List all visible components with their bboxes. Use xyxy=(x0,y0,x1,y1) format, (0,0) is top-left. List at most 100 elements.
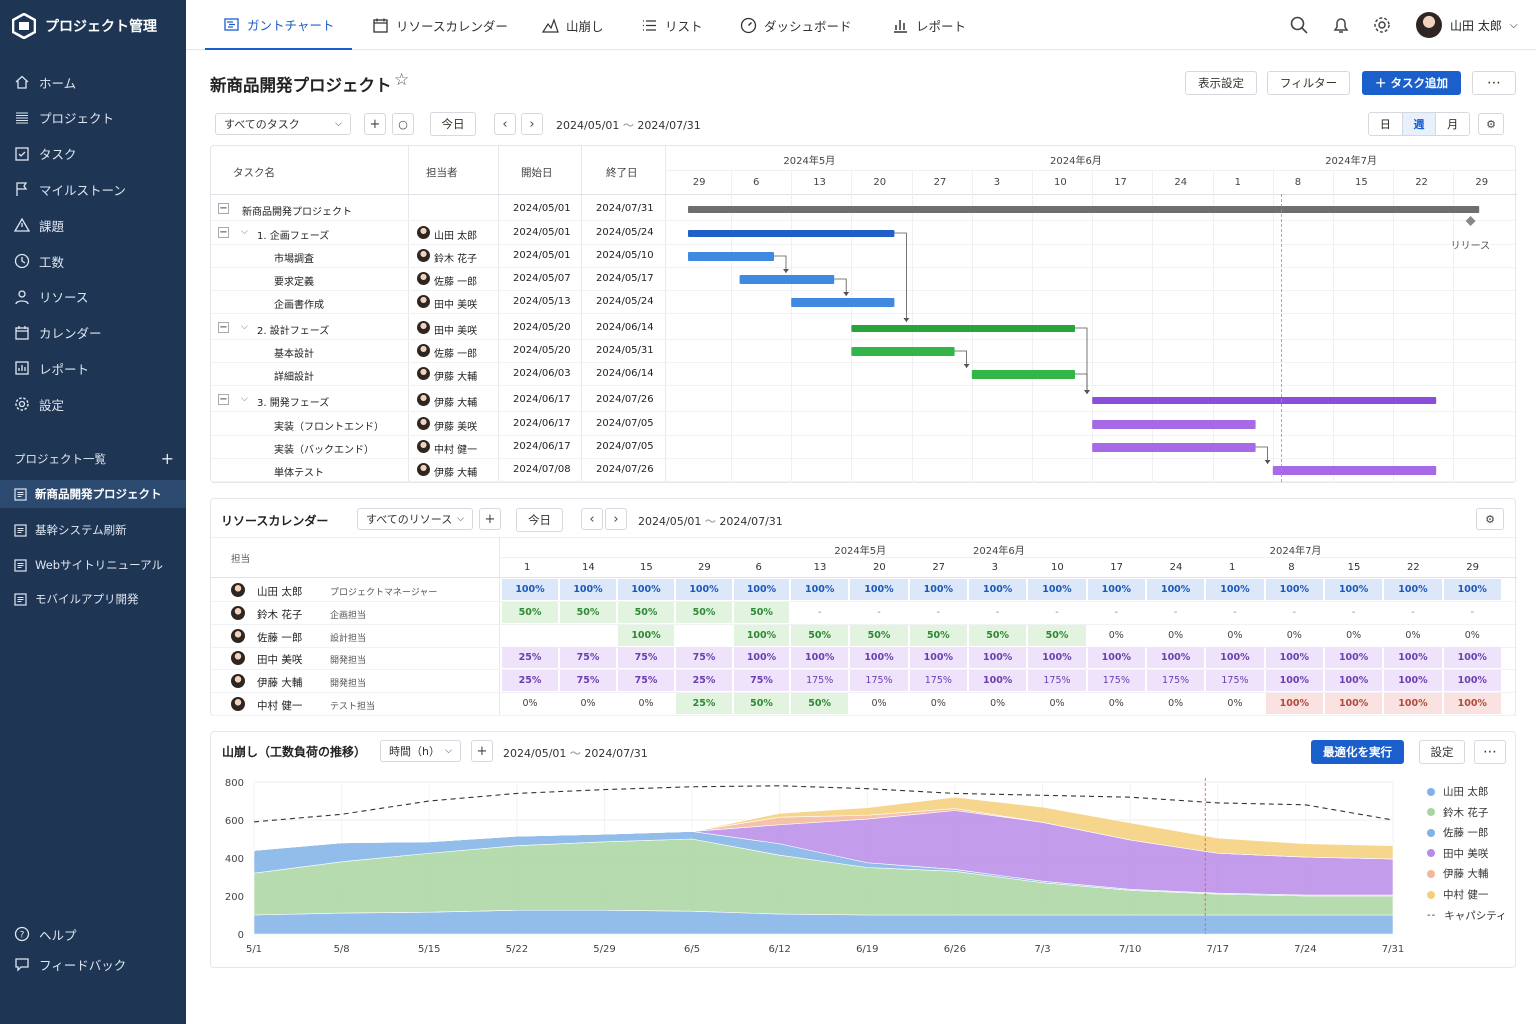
resource-cell[interactable]: 100% xyxy=(1443,670,1501,692)
resource-cell[interactable]: 75% xyxy=(618,670,674,692)
resource-cell[interactable]: 0% xyxy=(580,698,596,709)
sidebar-item-1[interactable]: プロジェクト xyxy=(14,106,114,130)
legend-item[interactable]: 鈴木 花子 xyxy=(1427,805,1488,820)
resource-cell[interactable]: 100% xyxy=(1324,647,1383,669)
resource-cell[interactable]: 50% xyxy=(909,624,967,646)
chevron-down-icon[interactable]: ⌵ xyxy=(241,394,248,404)
resource-cell[interactable]: 175% xyxy=(1028,670,1086,692)
resource-cell[interactable]: 175% xyxy=(791,670,849,692)
resource-cell[interactable]: - xyxy=(1233,606,1237,618)
resource-cell[interactable]: 100% xyxy=(791,647,849,669)
resource-cell[interactable]: 0% xyxy=(1227,698,1243,709)
resource-cell[interactable]: 0% xyxy=(1286,629,1302,641)
sidebar-item-0[interactable]: ホーム xyxy=(14,70,76,94)
resource-cell[interactable]: 0% xyxy=(1108,698,1124,709)
user-menu[interactable]: 山田 太郎 ⌵ xyxy=(1416,12,1517,38)
resource-cell[interactable]: 100% xyxy=(1384,670,1442,692)
resource-cell[interactable]: - xyxy=(877,606,881,618)
resource-cell[interactable]: 0% xyxy=(522,698,538,709)
resource-cell[interactable]: 0% xyxy=(1405,629,1421,641)
resource-cell[interactable]: 0% xyxy=(1168,629,1184,641)
resource-cell[interactable]: 100% xyxy=(676,579,732,600)
collapse-icon[interactable]: − xyxy=(218,227,229,238)
resource-cell[interactable]: 100% xyxy=(968,647,1027,669)
resource-cell[interactable]: 100% xyxy=(1265,647,1323,669)
display-settings-button[interactable]: 表示設定 xyxy=(1185,71,1257,95)
gantt-bar[interactable] xyxy=(1092,420,1256,429)
collapse-icon[interactable]: − xyxy=(218,394,229,405)
resource-row[interactable]: 鈴木 花子 企画担当 50% 50% 50% 50% 50% - - - - - - - - - - - - xyxy=(211,601,1517,625)
resource-cell[interactable]: 25% xyxy=(502,647,558,669)
resource-cell[interactable]: 100% xyxy=(1265,693,1323,714)
capacity-line[interactable] xyxy=(253,785,1394,823)
resource-row[interactable]: 山田 太郎 プロジェクトマネージャー 100% 100% 100% 100% 100% 100… xyxy=(211,579,1517,602)
task-row[interactable]: 単体テスト 伊藤 大輔 2024/07/08 2024/07/26 xyxy=(211,459,1517,482)
resource-cell[interactable]: 175% xyxy=(909,670,967,692)
settings-icon[interactable]: ⚙ xyxy=(1478,113,1504,135)
resource-row[interactable]: 田中 美咲 開発担当 25% 75% 75% 75% 100% 100% 100% 100% 100… xyxy=(211,647,1517,671)
project-item-3[interactable]: モバイルアプリ開発 xyxy=(14,588,139,610)
resource-cell[interactable]: 50% xyxy=(1028,624,1086,646)
add-task-button[interactable]: ＋ タスク追加 xyxy=(1362,71,1461,95)
resource-cell[interactable]: 100% xyxy=(734,647,789,669)
resource-cell[interactable]: 0% xyxy=(1049,698,1065,709)
task-row[interactable]: 要求定義 佐藤 一郎 2024/05/07 2024/05/17 xyxy=(211,268,1517,291)
gantt-bar[interactable] xyxy=(1272,466,1437,475)
chevron-left-icon[interactable]: ‹ xyxy=(581,508,603,530)
sidebar-item-7[interactable]: カレンダー xyxy=(14,321,102,345)
task-row[interactable]: 実装（バックエンド） 中村 健一 2024/06/17 2024/07/05 xyxy=(211,436,1517,459)
resource-cell[interactable]: 100% xyxy=(1028,579,1086,600)
today-button[interactable]: 今日 xyxy=(516,508,563,532)
resource-cell[interactable]: 25% xyxy=(676,670,732,692)
gantt-bar[interactable] xyxy=(1092,443,1256,452)
sidebar-item-5[interactable]: 工数 xyxy=(14,249,64,273)
resource-cell[interactable]: 100% xyxy=(1206,579,1264,600)
resource-cell[interactable]: 0% xyxy=(1108,629,1124,641)
resource-cell[interactable]: 0% xyxy=(1227,629,1243,641)
resource-cell[interactable]: 50% xyxy=(560,601,616,623)
star-icon[interactable]: ☆ xyxy=(394,70,410,90)
optimize-button[interactable]: 最適化を実行 xyxy=(1311,740,1404,764)
chevron-right-icon[interactable]: › xyxy=(521,113,543,135)
resource-cell[interactable]: 100% xyxy=(1384,579,1442,600)
task-row[interactable]: − ⌵ 2. 設計フェーズ 田中 美咲 2024/05/20 2024/06/14 xyxy=(211,317,1517,340)
settings-button[interactable]: 設定 xyxy=(1419,740,1465,764)
gantt-bar[interactable] xyxy=(971,370,1075,379)
resource-cell[interactable]: - xyxy=(1292,606,1296,618)
legend-item[interactable]: 中村 健一 xyxy=(1427,887,1488,902)
resource-cell[interactable]: 100% xyxy=(1087,647,1145,669)
chevron-right-icon[interactable]: › xyxy=(605,508,627,530)
resource-cell[interactable]: 0% xyxy=(638,698,654,709)
resource-cell[interactable]: 100% xyxy=(502,579,558,600)
filter-button[interactable]: フィルター xyxy=(1267,71,1350,95)
resource-cell[interactable]: 100% xyxy=(850,579,908,600)
resource-cell[interactable]: 100% xyxy=(1384,647,1442,669)
sidebar-item-2[interactable]: タスク xyxy=(14,142,77,166)
scale-2[interactable]: 月 xyxy=(1435,113,1469,135)
today-button[interactable]: 今日 xyxy=(430,112,476,136)
resource-cell[interactable]: 100% xyxy=(560,579,616,600)
resource-cell[interactable]: 175% xyxy=(1087,670,1145,692)
resource-cell[interactable]: 75% xyxy=(676,647,732,669)
resource-cell[interactable]: 75% xyxy=(618,647,674,669)
gantt-bar[interactable] xyxy=(851,325,1075,332)
chevron-left-icon[interactable]: ‹ xyxy=(494,113,516,135)
sidebar-item-8[interactable]: レポート xyxy=(14,356,89,380)
task-row[interactable]: 企画書作成 田中 美咲 2024/05/13 2024/05/24 xyxy=(211,291,1517,314)
feedback-link[interactable]: フィードバック xyxy=(14,952,126,976)
resource-row[interactable]: 中村 健一 テスト担当 0% 0% 0% 25% 50% 50% 0% 0% 0% 0% 0% 0% 0% 1… xyxy=(211,693,1517,716)
chevron-down-icon[interactable]: ⌵ xyxy=(241,322,248,332)
legend-item[interactable]: -- キャパシティ xyxy=(1427,908,1507,923)
resource-cell[interactable]: - xyxy=(1055,606,1059,618)
legend-item[interactable]: 佐藤 一郎 xyxy=(1427,825,1488,840)
add-icon[interactable]: + xyxy=(479,508,501,530)
tab-4[interactable]: ダッシュボード xyxy=(722,0,870,50)
task-row[interactable]: 基本設計 佐藤 一郎 2024/05/20 2024/05/31 xyxy=(211,340,1517,363)
resource-cell[interactable]: 100% xyxy=(968,670,1027,692)
unit-select[interactable]: 時間（h） ⌵ xyxy=(380,740,461,762)
resource-cell[interactable]: 100% xyxy=(1443,693,1501,714)
resource-cell[interactable]: 100% xyxy=(1324,579,1383,600)
resource-cell[interactable]: 100% xyxy=(1146,647,1205,669)
resource-cell[interactable]: 0% xyxy=(871,698,887,709)
legend-item[interactable]: 伊藤 大輔 xyxy=(1427,866,1488,881)
